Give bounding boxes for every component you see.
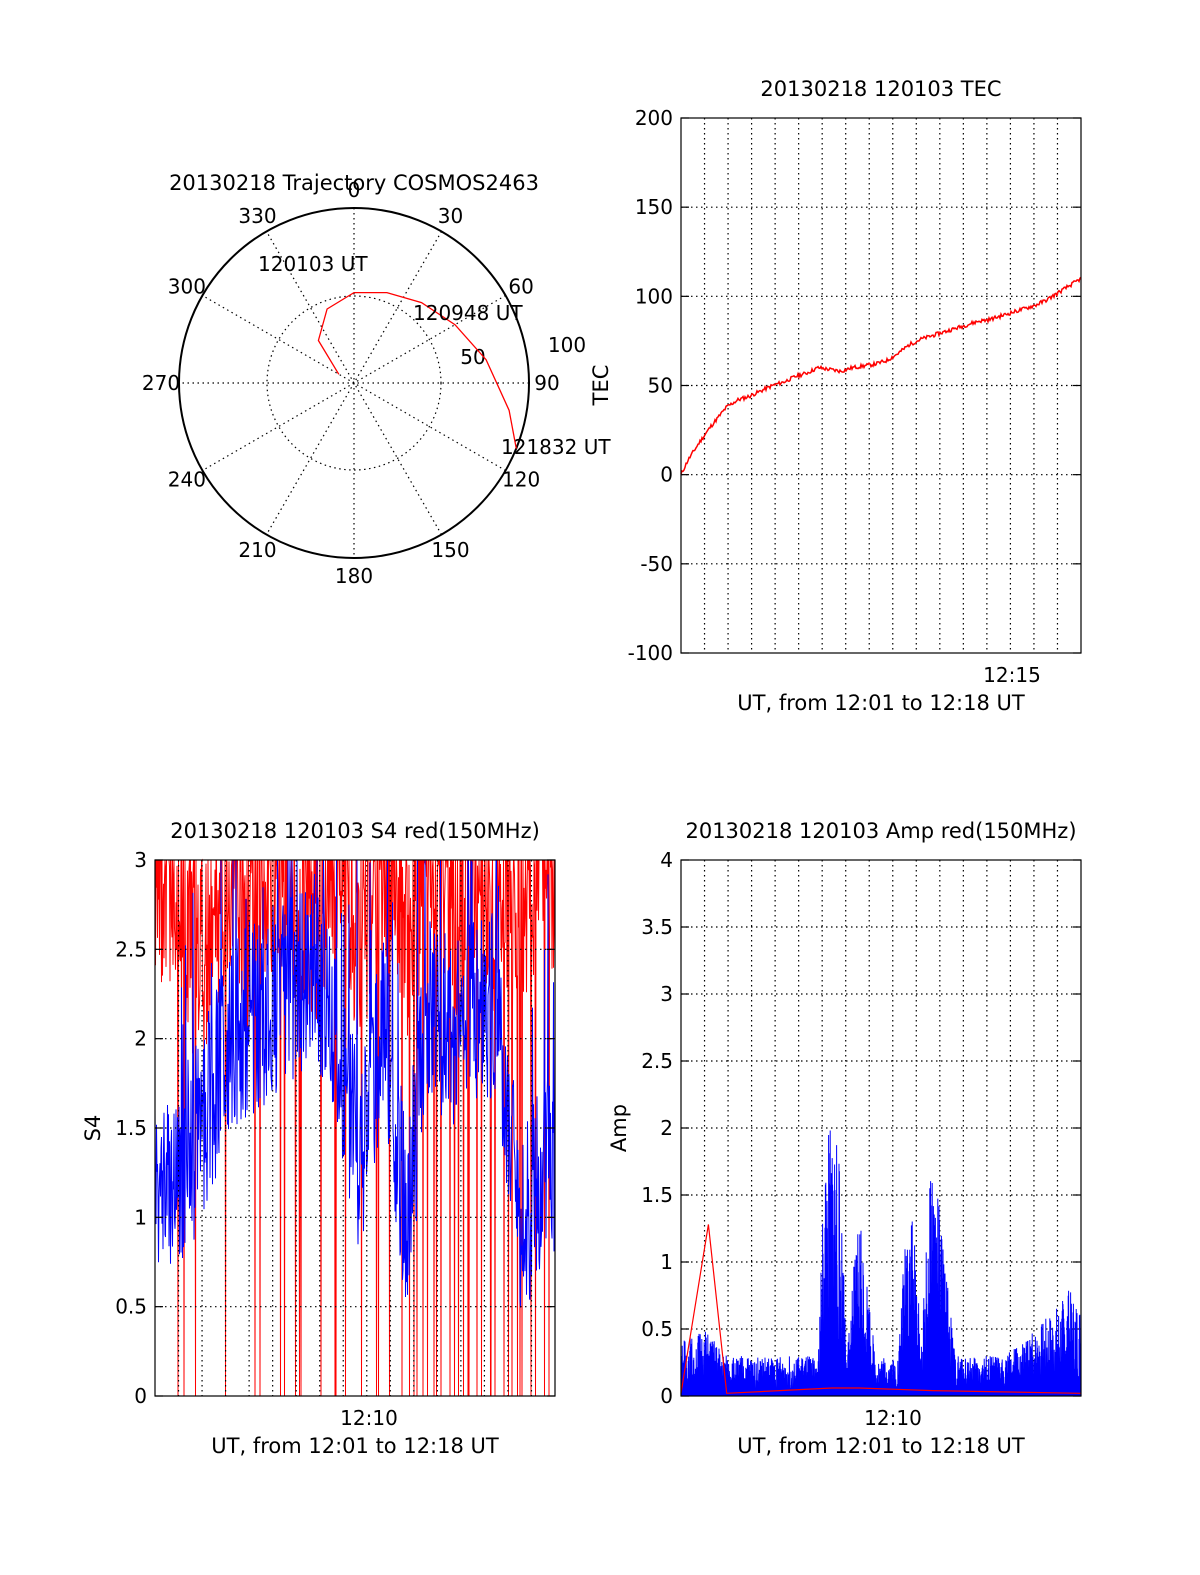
tec-y-tick-label: 50: [648, 374, 673, 398]
trajectory-end-label: 121832 UT: [501, 435, 611, 459]
polar-radial-axis-label: TEC: [589, 365, 613, 407]
polar-angle-label: 90: [534, 371, 559, 395]
polar-trajectory-line: [317, 291, 517, 449]
s4-x-tick-label: 12:10: [340, 1406, 398, 1430]
tec-x-axis-label: UT, from 12:01 to 12:18 UT: [737, 691, 1025, 715]
polar-grid-circle: [266, 295, 442, 471]
amp-y-tick-label: 3: [660, 982, 673, 1006]
tec-y-tick-label: 150: [635, 195, 673, 219]
amp-y-tick-label: 1: [660, 1250, 673, 1274]
tec-y-tick-label: 100: [635, 284, 673, 308]
s4-title: 20130218 120103 S4 red(150MHz): [170, 819, 540, 843]
polar-radial-tick-100: 100: [548, 333, 586, 357]
polar-title: 20130218 Trajectory COSMOS2463: [169, 171, 539, 195]
tec-grid: [681, 117, 1081, 654]
tec-y-tick-label: 200: [635, 106, 673, 130]
tec-x-tick-label: 12:15: [983, 663, 1041, 687]
polar-angle-label: 180: [335, 564, 373, 588]
polar-angle-labels: 0 30 60 90 120 150 180 210 240 270 300 330: [142, 178, 560, 588]
polar-spoke: [265, 231, 443, 535]
polar-grid: [179, 208, 529, 558]
s4-y-tick-label: 1: [134, 1205, 147, 1229]
tec-y-tick-label: -50: [640, 552, 673, 576]
polar-angle-label: 240: [168, 468, 206, 492]
polar-angle-label: 0: [348, 178, 361, 202]
amp-red-series-line: [680, 1224, 1082, 1394]
tec-title: 20130218 120103 TEC: [760, 77, 1001, 101]
tec-y-tick-labels: 200 150 100 50 0 -50 -100: [628, 106, 673, 665]
polar-angle-label: 330: [238, 204, 276, 228]
s4-y-tick-label: 0: [134, 1384, 147, 1408]
amp-blue-series-line: [680, 1130, 1082, 1397]
polar-angle-label: 60: [508, 275, 533, 299]
polar-angle-label: 270: [142, 371, 180, 395]
amp-x-axis-label: UT, from 12:01 to 12:18 UT: [737, 1434, 1025, 1458]
amp-y-tick-label: 1.5: [641, 1183, 673, 1207]
amp-y-axis-label: Amp: [607, 1104, 631, 1152]
polar-outer-circle: [178, 207, 530, 559]
s4-y-tick-label: 1.5: [115, 1116, 147, 1140]
s4-y-tick-label: 2.5: [115, 937, 147, 961]
tec-plot-frame: [680, 117, 1082, 654]
amp-y-tick-labels: 4 3.5 3 2.5 2 1.5 1 0.5 0: [641, 848, 673, 1408]
polar-radial-tick-50: 50: [460, 345, 485, 369]
tec-panel: 20130218 120103 TEC 200150100500-50-100 …: [628, 77, 1082, 715]
s4-blue-series-line: [154, 859, 556, 1308]
amp-panel: 20130218 120103 Amp red(150MHz) 4 3.5 3 2.5…: [607, 819, 1082, 1458]
tec-y-tick-label: 0: [660, 463, 673, 487]
s4-y-tick-label: 2: [134, 1027, 147, 1051]
polar-angle-label: 30: [438, 204, 463, 228]
polar-angle-label: 150: [431, 538, 469, 562]
s4-x-axis-label: UT, from 12:01 to 12:18 UT: [211, 1434, 499, 1458]
amp-y-tick-label: 0.5: [641, 1317, 673, 1341]
amp-data-area: [680, 1130, 1082, 1397]
polar-panel: 20130218 Trajectory COSMOS2463 0 30 60 90 12…: [142, 171, 613, 588]
amp-y-tick-label: 0: [660, 1384, 673, 1408]
polar-angle-label: 120: [502, 468, 540, 492]
tec-series-line: [680, 276, 1082, 475]
s4-y-tick-label: 0.5: [115, 1295, 147, 1319]
amp-y-tick-label: 2: [660, 1116, 673, 1140]
polar-angle-label: 210: [238, 538, 276, 562]
amp-title: 20130218 120103 Amp red(150MHz): [685, 819, 1076, 843]
s4-plot-frame: [154, 859, 556, 1397]
amp-y-tick-label: 2.5: [641, 1049, 673, 1073]
trajectory-start-label: 120103 UT: [258, 252, 368, 276]
amp-plot-frame: [680, 859, 1082, 1397]
amp-x-tick-label: 12:10: [864, 1406, 922, 1430]
tec-y-tick-label: -100: [628, 641, 673, 665]
s4-y-tick-labels: 3 2.5 2 1.5 1 0.5 0: [115, 848, 147, 1408]
s4-y-tick-label: 3: [134, 848, 147, 872]
amp-y-tick-label: 3.5: [641, 915, 673, 939]
s4-y-axis-label: S4: [81, 1115, 105, 1142]
s4-panel: 20130218 120103 S4 red(150MHz) 3 2.5 2 1.5 1…: [81, 819, 556, 1458]
amp-grid: [681, 859, 1081, 1397]
polar-angle-label: 300: [168, 275, 206, 299]
trajectory-mid-label: 120948 UT: [413, 301, 523, 325]
amp-y-tick-label: 4: [660, 848, 673, 872]
